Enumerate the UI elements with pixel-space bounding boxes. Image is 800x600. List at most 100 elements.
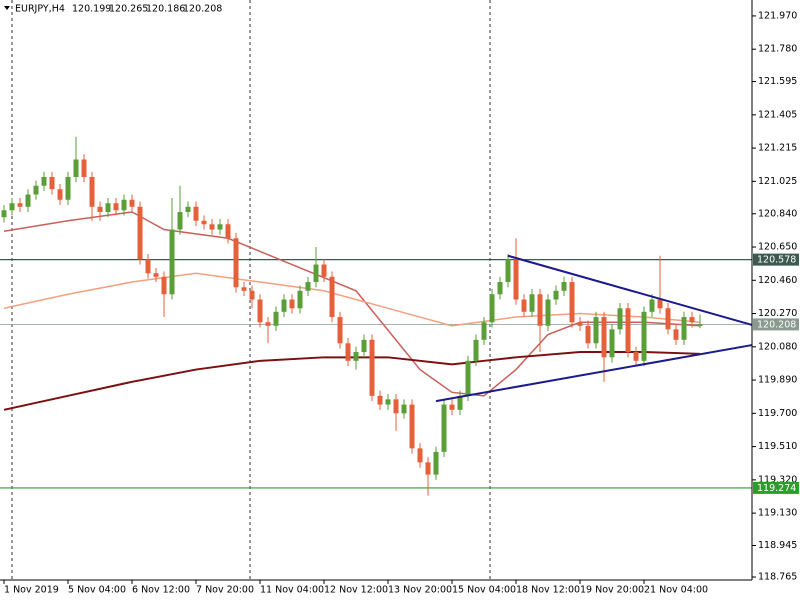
candle-body [337,317,343,344]
candle-body [481,322,487,340]
x-tick-label: 18 Nov 12:00 [516,585,580,596]
candle-body [425,462,431,475]
y-tick-label: 118.945 [758,540,797,551]
candle-body [233,238,239,288]
candle-body [417,448,423,463]
candle-body [273,311,279,326]
candle-body [313,264,319,283]
x-tick-label: 1 Nov 2019 [4,585,59,596]
candle-body [537,294,543,326]
candle-body [257,299,263,323]
candle-body [657,299,663,309]
candle-body [385,399,391,405]
candle-body [673,329,679,340]
candle-body [17,203,23,207]
candle-body [649,299,655,312]
y-tick-label: 119.890 [758,375,797,386]
y-tick-label: 121.405 [758,109,797,120]
candle-body [697,324,703,326]
y-tick-label: 120.840 [758,208,797,219]
candle-body [601,317,607,358]
candle-body [57,189,63,200]
symbol: EURJPY,H4 [15,4,65,15]
candle-body [153,273,159,277]
candle-body [225,224,231,239]
candle-body [201,220,207,225]
candle-body [281,299,287,312]
candle-body [513,259,519,300]
y-tick-label: 121.970 [758,10,797,21]
y-tick-label: 121.780 [758,44,797,55]
candle-body [433,451,439,475]
candle-body [625,308,631,353]
ohlc-value: 120.208 [183,4,222,15]
candle-body [553,290,559,300]
candle-body [113,203,119,211]
candle-body [401,404,407,414]
candle-body [393,399,399,414]
candle-body [105,203,111,213]
candle-body [9,203,15,211]
candle-body [217,224,223,230]
candle-body [289,299,295,309]
plot [0,0,753,580]
candle-body [25,194,31,207]
candle-body [529,294,535,312]
candle-body [353,352,359,361]
candle-body [185,206,191,213]
candle-body [585,325,591,344]
candle-body [561,282,567,291]
x-tick-label: 11 Nov 04:00 [260,585,324,596]
candle-body [33,185,39,195]
y-tick-label: 120.270 [758,308,797,319]
y-tick-label: 119.130 [758,508,797,519]
candle-body [361,339,367,353]
y-tick-label: 121.025 [758,176,797,187]
y-tick-label: 121.215 [758,143,797,154]
candle-body [121,199,127,211]
candle-body [81,159,87,177]
candle-body [441,404,447,452]
price-bubble [753,318,799,331]
candle-body [329,276,335,318]
price-bubble [753,481,799,494]
candle-body [665,308,671,330]
candle-body [473,339,479,361]
x-tick-label: 7 Nov 20:00 [196,585,254,596]
y-tick-label: 118.765 [758,572,797,583]
candle-body [145,259,151,274]
candle-body [177,212,183,230]
candle-body [641,311,647,361]
candle-body [617,308,623,330]
moving-average [3,351,701,411]
moving-average [3,211,701,397]
candle-body [249,290,255,300]
candle-body [41,176,47,186]
candle-body [465,360,471,396]
candle-body [457,395,463,410]
candle-body [65,176,71,200]
x-tick-label: 15 Nov 04:00 [452,585,516,596]
x-tick-label: 19 Nov 20:00 [580,585,644,596]
trendline [507,254,753,326]
moving-average [3,272,701,327]
candle-body [129,199,135,207]
candle-body [545,299,551,326]
menu-arrow[interactable] [4,6,10,10]
candle-body [521,299,527,312]
price-bubble [753,253,799,266]
candle-body [265,322,271,326]
candle-body [345,343,351,361]
candle-body [137,206,143,260]
x-tick-label: 12 Nov 12:00 [324,585,388,596]
ohlc-value: 120.265 [109,4,148,15]
y-tick-label: 120.460 [758,275,797,286]
candle-body [497,282,503,295]
candle-body [593,317,599,344]
candle-body [209,224,215,230]
candle-body [321,264,327,277]
y-tick-label: 119.510 [758,441,797,452]
ohlc-value: 120.199 [72,4,111,15]
